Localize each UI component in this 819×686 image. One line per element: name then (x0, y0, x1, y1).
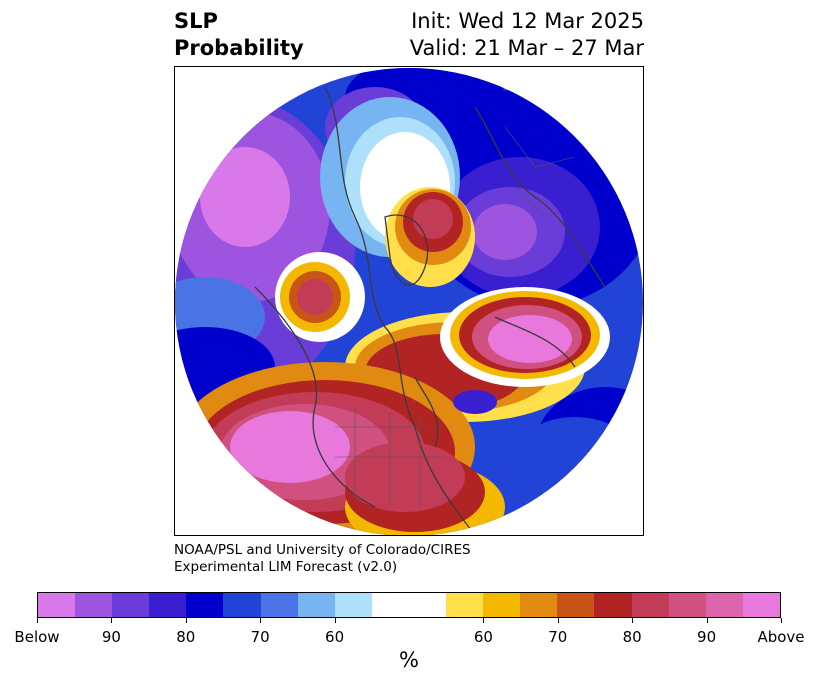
colorbar-cell (260, 593, 298, 617)
colorbar-tick-mark (334, 618, 336, 623)
coastlines (254, 86, 606, 535)
colorbar-cell (408, 593, 447, 617)
colorbar-cell (223, 593, 261, 617)
valid-range: Valid: 21 Mar – 27 Mar (409, 36, 644, 60)
colorbar-cell (38, 593, 76, 617)
credit-line-1: NOAA/PSL and University of Colorado/CIRE… (174, 542, 471, 558)
colorbar-tick-mark (185, 618, 187, 623)
title-line-2: Probability (174, 36, 304, 60)
colorbar-cell (297, 593, 335, 617)
probability-map (174, 66, 644, 536)
colorbar-tick-mark (111, 618, 113, 623)
probability-colorbar (37, 592, 781, 618)
colorbar-tick-label: 70 (250, 628, 270, 646)
colorbar-tick-mark (483, 618, 485, 623)
colorbar-tick-label: 60 (473, 628, 493, 646)
colorbar-tick-mark (632, 618, 634, 623)
colorbar-cell (446, 593, 484, 617)
colorbar-unit: % (399, 648, 419, 672)
title-line-1: SLP (174, 9, 218, 33)
colorbar-tick-label: 60 (325, 628, 345, 646)
colorbar-cell (75, 593, 113, 617)
colorbar-cell (668, 593, 706, 617)
colorbar-cell (520, 593, 558, 617)
colorbar-tick-mark (557, 618, 559, 623)
colorbar-cell (742, 593, 780, 617)
colorbar-tick-label: Below (14, 628, 60, 646)
colorbar-tick-label: 80 (622, 628, 642, 646)
map-title: SLP Probability (174, 8, 304, 62)
colorbar-tick-label: Above (757, 628, 805, 646)
borders (335, 126, 576, 507)
init-date: Init: Wed 12 Mar 2025 (411, 9, 644, 33)
probability-field (175, 68, 643, 535)
colorbar-cell (594, 593, 632, 617)
colorbar-tick-mark (706, 618, 708, 623)
colorbar-cell (186, 593, 224, 617)
colorbar-cell (705, 593, 743, 617)
colorbar-tick-mark (37, 618, 38, 623)
colorbar-cell (112, 593, 150, 617)
colorbar-tick-label: 70 (548, 628, 568, 646)
polar-map-svg (175, 68, 643, 535)
colorbar-cell (631, 593, 669, 617)
colorbar-cell (149, 593, 187, 617)
credit-text: NOAA/PSL and University of Colorado/CIRE… (174, 542, 471, 576)
colorbar-tick-label: 90 (101, 628, 121, 646)
colorbar-tick-mark (781, 618, 782, 623)
colorbar-cell (483, 593, 521, 617)
forecast-dates: Init: Wed 12 Mar 2025 Valid: 21 Mar – 27… (410, 8, 644, 62)
colorbar-cell (371, 593, 409, 617)
colorbar-tick-label: 90 (697, 628, 717, 646)
colorbar-tick-mark (260, 618, 262, 623)
colorbar-cell (334, 593, 372, 617)
credit-line-2: Experimental LIM Forecast (v2.0) (174, 559, 398, 575)
colorbar-cell (557, 593, 595, 617)
colorbar-tick-label: 80 (176, 628, 196, 646)
